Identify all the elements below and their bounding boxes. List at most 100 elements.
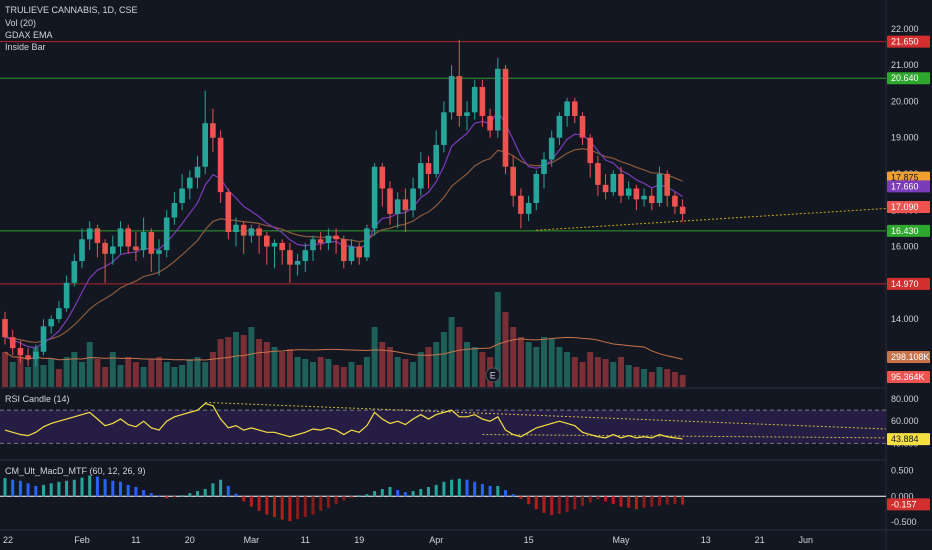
candle-body — [572, 101, 578, 116]
macd-bar — [473, 481, 477, 497]
candle-body — [179, 188, 185, 203]
macd-bar — [211, 483, 215, 497]
volume-bar — [2, 352, 8, 387]
macd-value-tag: -0.157 — [891, 499, 917, 509]
time-tick-label: 15 — [524, 535, 534, 545]
volume-bar — [156, 357, 162, 387]
macd-bar — [95, 476, 99, 497]
candle-body — [40, 326, 47, 352]
macd-bar — [442, 481, 446, 497]
volume-bar — [202, 362, 209, 387]
candle-body — [48, 319, 54, 327]
volume-bar — [302, 359, 309, 387]
macd-bar — [658, 496, 661, 506]
indicator-label-vol: Vol (20) — [5, 18, 37, 28]
volume-bar — [387, 347, 393, 387]
candle-body — [387, 188, 393, 214]
rsi-pane-title: RSI Candle (14) — [5, 394, 70, 404]
time-tick-label: 20 — [185, 535, 195, 545]
macd-value-tag-bg — [887, 498, 930, 511]
volume-bar — [9, 362, 16, 387]
time-tick-label: 11 — [301, 535, 310, 545]
candle-body — [2, 319, 8, 338]
level-tag: 20.640 — [891, 73, 919, 83]
price-tag-bg — [887, 200, 930, 213]
macd-bar — [219, 479, 223, 497]
macd-bar — [550, 496, 554, 515]
candle-body — [602, 184, 609, 193]
candle-body — [587, 137, 593, 164]
macd-bar — [380, 489, 384, 497]
rsi-value-tag: 43.884 — [891, 434, 919, 444]
volume-bar — [279, 352, 286, 387]
level-tag-bg — [887, 224, 930, 237]
candle-body — [341, 239, 347, 262]
candle-body — [140, 232, 147, 251]
volume-bar — [333, 365, 340, 387]
candle-body — [302, 250, 309, 262]
indicator-label-ema: GDAX EMA — [5, 30, 53, 40]
time-tick-label: Mar — [244, 535, 260, 545]
candle-body — [287, 250, 293, 265]
volume-bar — [256, 339, 263, 387]
price-tick-label: 22.000 — [891, 24, 919, 34]
price-tick-label: 16.000 — [891, 242, 919, 252]
macd-bar — [149, 493, 153, 497]
volume-bar — [325, 359, 332, 387]
macd-bar — [303, 496, 307, 518]
volume-bar — [117, 365, 124, 387]
volume-bar — [40, 365, 47, 387]
volume-bar — [194, 357, 201, 387]
volume-bar — [564, 352, 571, 387]
candle-body — [225, 192, 232, 233]
macd-pane-title: CM_Ult_MacD_MTF (60, 12, 26, 9) — [5, 466, 146, 476]
candle-body — [525, 203, 532, 214]
candle-body — [641, 195, 647, 200]
volume-bar — [148, 359, 155, 387]
candle-body — [618, 173, 624, 196]
macd-bar — [134, 486, 138, 497]
price-tick-label: 19.000 — [891, 133, 919, 143]
volume-bar — [186, 359, 193, 387]
volume-bar — [371, 327, 378, 387]
time-tick-label: Feb — [74, 535, 90, 545]
level-tag-bg — [887, 35, 930, 48]
macd-bar — [142, 490, 146, 497]
macd-bar — [42, 484, 45, 497]
candle-body — [579, 115, 586, 138]
macd-bar — [326, 496, 330, 508]
volume-bar — [625, 365, 632, 387]
volume-bar — [163, 362, 170, 387]
macd-bar — [311, 496, 315, 515]
macd-bar — [103, 479, 107, 497]
volume-tag: 95.364K — [891, 372, 925, 382]
macd-bar — [504, 490, 507, 497]
volume-bar — [340, 367, 347, 387]
candle-body — [187, 177, 193, 189]
volume-bar — [594, 357, 601, 387]
macd-bar — [604, 496, 608, 502]
volume-bar — [179, 365, 186, 387]
candle-body — [217, 137, 224, 193]
macd-bar — [342, 496, 346, 501]
candle-body — [117, 228, 124, 247]
volume-bar — [17, 357, 24, 387]
time-tick-label: 13 — [701, 535, 711, 545]
macd-bar — [642, 496, 646, 508]
macd-bar — [80, 477, 84, 497]
candle-body — [148, 232, 155, 254]
candle-body — [79, 239, 85, 262]
macd-bar — [627, 496, 631, 508]
rsi-band — [0, 410, 886, 444]
indicator-label-insidebar: Inside Bar — [5, 42, 46, 52]
volume-bar — [602, 359, 609, 387]
candle-body — [371, 166, 378, 229]
candle-body — [63, 282, 70, 309]
macd-bar — [296, 496, 300, 520]
volume-ma-tag: 298.108K — [891, 352, 930, 362]
volume-bar — [456, 327, 463, 387]
volume-bar — [48, 359, 55, 387]
macd-bar — [496, 485, 500, 497]
volume-bar — [263, 342, 270, 387]
